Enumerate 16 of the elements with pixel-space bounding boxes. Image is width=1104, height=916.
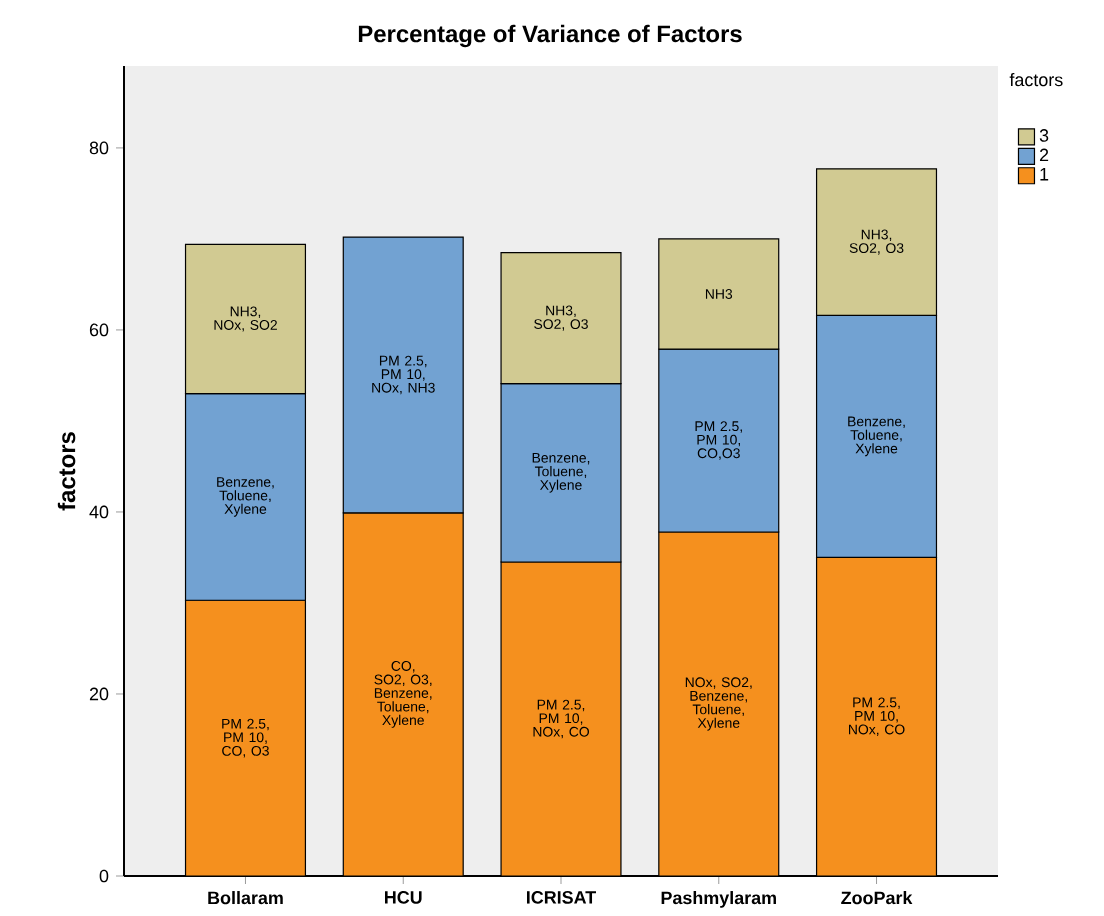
x-tick-label: HCU (385, 891, 422, 904)
chart-title: Percentage of Variance of Factors (358, 24, 742, 48)
y-tick-label: 40 (89, 505, 109, 519)
x-tick-label: Bollaram (208, 891, 283, 905)
y-tick-label: 0 (99, 869, 109, 883)
legend-label: 3 (1039, 129, 1049, 142)
legend-label: 1 (1040, 168, 1049, 181)
y-axis-title: factors (57, 432, 76, 511)
x-tick-label: ZooPark (841, 891, 913, 905)
legend-title: factors (1009, 73, 1063, 87)
x-tick-label: ICRISAT (526, 891, 596, 904)
y-tick-label: 60 (89, 323, 109, 337)
y-tick-label: 20 (89, 687, 109, 701)
legend-label: 2 (1039, 148, 1049, 162)
x-tick-label: Pashmylaram (661, 891, 776, 908)
y-tick-label: 80 (89, 141, 109, 155)
